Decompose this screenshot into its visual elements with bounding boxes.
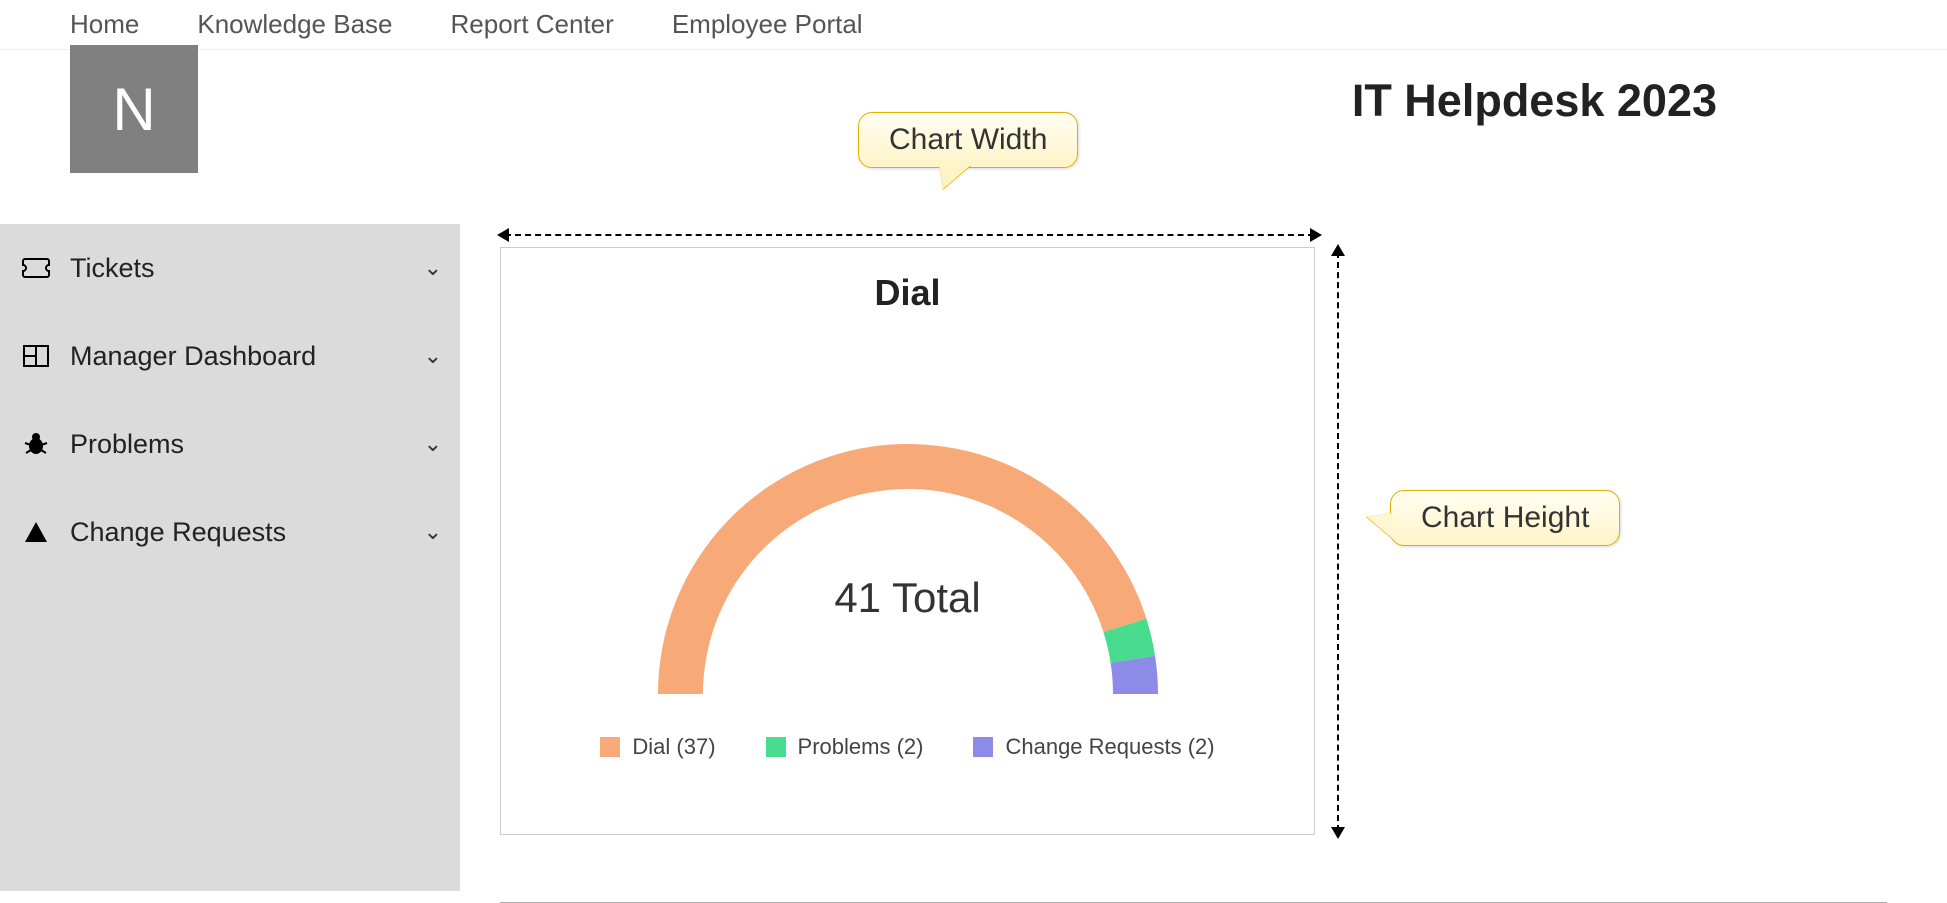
chevron-down-icon: ⌄ <box>424 431 442 457</box>
nav-employee-portal[interactable]: Employee Portal <box>672 9 863 40</box>
chart-legend: Dial (37) Problems (2) Change Requests (… <box>501 734 1314 760</box>
chevron-down-icon: ⌄ <box>424 255 442 281</box>
legend-item: Change Requests (2) <box>973 734 1214 760</box>
nav-knowledge-base[interactable]: Knowledge Base <box>197 9 392 40</box>
sidebar-item-manager-dashboard[interactable]: Manager Dashboard ⌄ <box>0 312 460 400</box>
legend-label: Problems (2) <box>798 734 924 760</box>
chart-height-dimension <box>1328 244 1348 839</box>
sidebar-item-label: Problems <box>70 429 424 460</box>
avatar-letter: N <box>112 75 155 144</box>
legend-item: Dial (37) <box>600 734 715 760</box>
ticket-icon <box>18 258 54 278</box>
avatar[interactable]: N <box>70 45 198 173</box>
dial-chart: 41 Total <box>501 314 1314 734</box>
legend-swatch <box>766 737 786 757</box>
chart-width-dimension <box>497 225 1322 245</box>
bug-icon <box>18 431 54 457</box>
sidebar-item-tickets[interactable]: Tickets ⌄ <box>0 224 460 312</box>
legend-item: Problems (2) <box>766 734 924 760</box>
sidebar-item-label: Change Requests <box>70 517 424 548</box>
site-title: IT Helpdesk 2023 <box>1352 75 1717 127</box>
chart-width-callout: Chart Width <box>858 112 1078 168</box>
legend-swatch <box>600 737 620 757</box>
sidebar-item-label: Tickets <box>70 253 424 284</box>
callout-label: Chart Height <box>1421 501 1589 534</box>
main-content: Chart Width Chart Height Dial 41 Total D… <box>460 190 1947 891</box>
sidebar: Tickets ⌄ Manager Dashboard ⌄ Problems ⌄… <box>0 224 460 891</box>
sidebar-item-problems[interactable]: Problems ⌄ <box>0 400 460 488</box>
nav-home[interactable]: Home <box>70 9 139 40</box>
legend-label: Dial (37) <box>632 734 715 760</box>
triangle-icon <box>18 520 54 544</box>
callout-label: Chart Width <box>889 123 1047 156</box>
legend-label: Change Requests (2) <box>1005 734 1214 760</box>
chevron-down-icon: ⌄ <box>424 343 442 369</box>
dial-chart-card: Dial 41 Total Dial (37) Problems (2) Cha… <box>500 247 1315 835</box>
chart-center-label: 41 Total <box>501 574 1314 622</box>
chart-title: Dial <box>501 272 1314 314</box>
dial-segment <box>658 444 1146 694</box>
sidebar-item-label: Manager Dashboard <box>70 341 424 372</box>
grid-icon <box>18 345 54 367</box>
top-nav: Home Knowledge Base Report Center Employ… <box>0 0 1947 50</box>
sidebar-item-change-requests[interactable]: Change Requests ⌄ <box>0 488 460 576</box>
legend-swatch <box>973 737 993 757</box>
chevron-down-icon: ⌄ <box>424 519 442 545</box>
nav-report-center[interactable]: Report Center <box>451 9 614 40</box>
chart-height-callout: Chart Height <box>1390 490 1620 546</box>
dial-chart-svg <box>501 314 1316 734</box>
